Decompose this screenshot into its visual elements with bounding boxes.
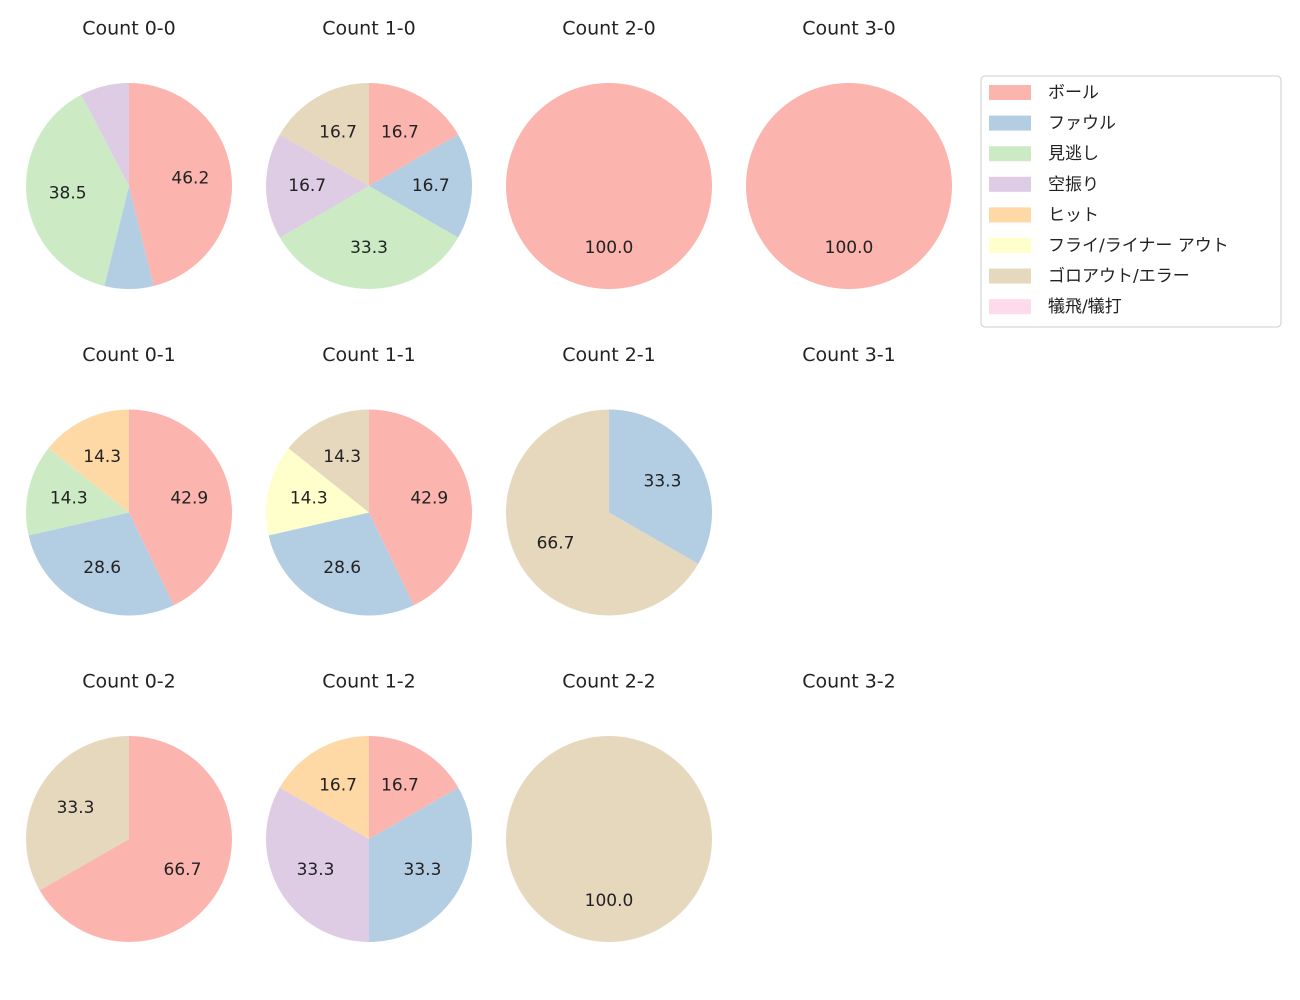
slice-label: 14.3 xyxy=(290,489,328,509)
slice-label: 100.0 xyxy=(825,238,874,258)
slice-label: 42.9 xyxy=(170,489,208,509)
chart-title: Count 0-0 xyxy=(82,18,176,40)
legend-box xyxy=(980,75,1282,328)
pie-slice xyxy=(39,736,233,942)
legend-swatch xyxy=(989,85,1031,100)
pie-slice xyxy=(129,409,232,606)
chart-title: Count 0-1 xyxy=(82,344,176,366)
slice-label: 33.3 xyxy=(350,238,388,258)
legend-label: ファウル xyxy=(1048,114,1116,134)
slice-label: 14.3 xyxy=(323,447,361,467)
chart-title: Count 3-1 xyxy=(802,344,896,366)
legend-swatch xyxy=(989,268,1031,284)
legend-swatch xyxy=(989,176,1031,192)
pie-slice xyxy=(279,736,369,839)
chart-title: Count 3-0 xyxy=(802,18,896,40)
legend-swatch xyxy=(989,207,1031,223)
pie-slice xyxy=(104,186,154,289)
legend-label: 空振り xyxy=(1048,175,1099,195)
slice-label: 16.7 xyxy=(319,122,357,142)
pie-slice xyxy=(26,736,129,891)
chart-title: Count 1-1 xyxy=(322,344,416,366)
slice-label: 46.2 xyxy=(171,169,209,189)
pie-slice xyxy=(129,83,233,287)
slice-label: 38.5 xyxy=(49,183,87,203)
chart-title: Count 2-0 xyxy=(562,18,656,40)
chart-title: Count 0-2 xyxy=(82,671,176,693)
legend-swatch xyxy=(989,299,1031,315)
chart-title: Count 2-2 xyxy=(562,671,656,693)
chart-title: Count 1-2 xyxy=(322,671,416,693)
pie-slice xyxy=(268,512,414,616)
chart-title: Count 1-0 xyxy=(322,18,416,40)
slice-label: 28.6 xyxy=(83,558,121,578)
slice-label: 28.6 xyxy=(323,558,361,578)
pie-slice xyxy=(25,94,129,287)
legend-swatch xyxy=(989,238,1031,253)
slice-label: 42.9 xyxy=(410,489,448,509)
pie-slice xyxy=(279,83,369,186)
pie-slice xyxy=(28,512,174,616)
slice-label: 16.7 xyxy=(412,176,450,196)
legend-label: フライ/ライナー アウト xyxy=(1048,236,1229,256)
slice-label: 16.7 xyxy=(319,776,357,796)
pie-slice xyxy=(746,83,952,289)
slice-label: 33.3 xyxy=(644,472,682,492)
pie-slice xyxy=(48,409,129,513)
slice-label: 16.7 xyxy=(381,122,419,142)
slice-label: 100.0 xyxy=(585,238,634,258)
pie-slice xyxy=(266,134,369,238)
slice-label: 14.3 xyxy=(50,489,88,509)
slice-label: 100.0 xyxy=(585,891,634,911)
legend-label: ボール xyxy=(1048,83,1099,103)
slice-label: 66.7 xyxy=(164,860,202,880)
slice-label: 16.7 xyxy=(381,776,419,796)
legend-label: ヒット xyxy=(1048,205,1099,225)
pie-slice xyxy=(609,409,712,564)
pie-slice xyxy=(369,409,472,606)
slice-label: 33.3 xyxy=(57,798,95,818)
pie-slice xyxy=(81,83,129,186)
legend-label: 見逃し xyxy=(1048,144,1099,164)
pie-slice xyxy=(506,409,699,616)
slice-label: 33.3 xyxy=(297,860,335,880)
chart-title: Count 3-2 xyxy=(802,671,896,693)
slice-label: 14.3 xyxy=(83,447,121,467)
chart-title: Count 2-1 xyxy=(562,344,656,366)
pie-slice xyxy=(369,134,473,238)
pie-slice xyxy=(369,736,459,839)
legend-label: 犠飛/犠打 xyxy=(1048,297,1122,317)
slice-label: 16.7 xyxy=(288,176,326,196)
slice-label: 66.7 xyxy=(537,533,575,553)
legend-label: ゴロアウト/エラー xyxy=(1048,266,1190,287)
pie-slice xyxy=(369,787,472,942)
pie-slice xyxy=(265,448,369,536)
pie-slice xyxy=(506,83,712,289)
legend-swatch xyxy=(989,115,1031,131)
pie-slice xyxy=(369,83,459,186)
pie-slice xyxy=(288,409,369,513)
pie-slice xyxy=(25,448,130,536)
pie-slice xyxy=(506,736,712,942)
pie-slice xyxy=(279,186,459,290)
slice-label: 33.3 xyxy=(404,860,442,880)
legend-swatch xyxy=(989,146,1031,162)
pie-slice xyxy=(266,787,369,942)
